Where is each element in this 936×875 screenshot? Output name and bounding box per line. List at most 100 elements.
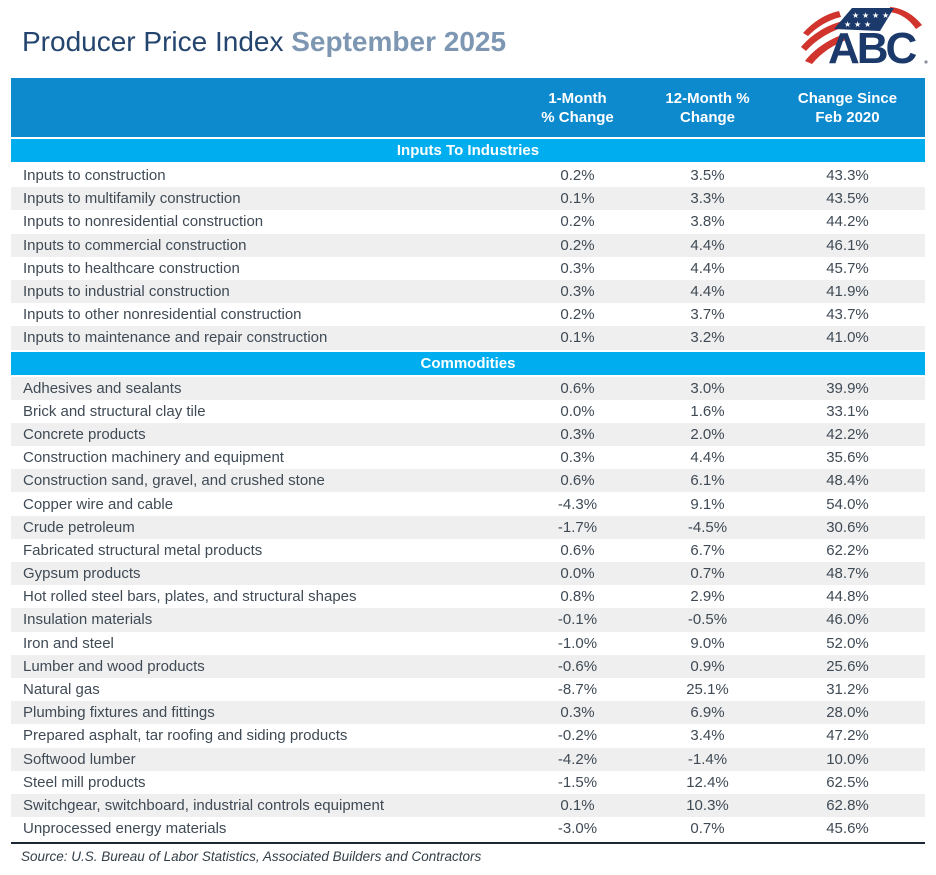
table-row: Inputs to nonresidential construction 0.2… [11, 210, 925, 233]
row-value: 10.3% [686, 796, 729, 814]
row-label: Fabricated structural metal products [23, 541, 263, 559]
row-value: 0.8% [560, 588, 595, 606]
page-header: Producer Price Index September 2025 ★ ★ ★ ★… [0, 0, 936, 78]
column-header-line: 1-Month [548, 89, 607, 107]
row-value: 4.4% [690, 259, 725, 277]
flag-stripe [801, 21, 845, 51]
row-value: 28.0% [826, 704, 869, 722]
row-value: -1.5% [557, 773, 598, 791]
table-row: Inputs to industrial construction 0.3% 4.4… [11, 279, 925, 304]
table-row: Inputs to maintenance and repair constru… [11, 326, 925, 350]
row-value: 3.8% [690, 213, 725, 231]
title-period: September 2025 [291, 26, 507, 57]
row-value: 0.6% [560, 379, 595, 397]
table-row: Concrete products 0.3% 2.0% 42.2% [11, 422, 925, 447]
row-value: 9.1% [690, 495, 725, 513]
svg-text:★: ★ [844, 20, 851, 29]
row-value: 39.9% [826, 379, 869, 397]
row-value: 0.3% [560, 259, 595, 277]
table-row: Softwood lumber -4.2% -1.4% 10.0% [11, 747, 925, 771]
column-header-line: 12-Month % [665, 89, 750, 107]
section-header: Inputs To Industries [11, 139, 925, 162]
row-label: Prepared asphalt, tar roofing and siding… [23, 727, 348, 745]
row-value: 46.0% [826, 611, 869, 629]
row-value: 25.6% [826, 657, 869, 675]
row-label: Crude petroleum [23, 518, 135, 536]
row-value: -3.0% [557, 820, 598, 838]
row-value: 44.8% [826, 588, 869, 606]
row-label: Concrete products [23, 425, 146, 443]
row-value: 46.1% [826, 236, 869, 254]
row-value: -0.1% [557, 611, 598, 629]
row-value: 41.9% [826, 283, 869, 301]
row-value: 0.3% [560, 425, 595, 443]
row-value: 0.1% [560, 329, 595, 347]
row-value: 62.8% [826, 796, 869, 814]
column-header-since-feb2020: Change Since Feb 2020 [770, 89, 925, 127]
row-value: 0.2% [560, 306, 595, 324]
row-label: Inputs to maintenance and repair constru… [23, 329, 328, 347]
row-value: 54.0% [826, 495, 869, 513]
row-label: Steel mill products [23, 773, 146, 791]
row-label: Inputs to commercial construction [23, 236, 247, 254]
table-body: Inputs To Industries Inputs to constructi… [11, 139, 925, 840]
row-value: 6.7% [690, 541, 725, 559]
svg-text:★: ★ [854, 20, 861, 29]
logo-text: ABC [828, 24, 917, 68]
table-row: Inputs to construction 0.2% 3.5% 43.3% [11, 164, 925, 187]
row-value: 0.7% [690, 565, 725, 583]
abc-flag-icon: ★ ★ ★ ★ ★ ★ ★ ABC [801, 7, 928, 73]
row-value: 0.7% [690, 820, 725, 838]
row-value: 4.4% [690, 283, 725, 301]
row-value: 2.9% [690, 588, 725, 606]
row-value: -0.2% [557, 727, 598, 745]
flag-stripe [803, 11, 841, 36]
table-row: Switchgear, switchboard, industrial cont… [11, 793, 925, 818]
page-title: Producer Price Index September 2025 [22, 26, 926, 58]
row-value: 25.1% [686, 681, 729, 699]
row-label: Inputs to construction [23, 167, 166, 185]
row-value: -1.7% [557, 518, 598, 536]
row-value: 52.0% [826, 634, 869, 652]
row-label: Brick and structural clay tile [23, 402, 206, 420]
row-value: 3.7% [690, 306, 725, 324]
row-value: -4.2% [557, 750, 598, 768]
row-label: Adhesives and sealants [23, 379, 182, 397]
row-value: 6.1% [690, 472, 725, 490]
row-value: 0.2% [560, 213, 595, 231]
svg-text:★: ★ [882, 11, 889, 20]
row-label: Lumber and wood products [23, 657, 205, 675]
row-value: 1.6% [690, 402, 725, 420]
abc-logo: ★ ★ ★ ★ ★ ★ ★ ABC [800, 2, 930, 73]
row-label: Insulation materials [23, 611, 153, 629]
row-value: 0.0% [560, 402, 595, 420]
row-value: 0.2% [560, 167, 595, 185]
row-value: 45.7% [826, 259, 869, 277]
row-value: 3.4% [690, 727, 725, 745]
row-value: 3.0% [690, 379, 725, 397]
row-value: 45.6% [826, 820, 869, 838]
table-row: Inputs to other nonresidential construct… [11, 303, 925, 326]
table-row: Gypsum products 0.0% 0.7% 48.7% [11, 562, 925, 586]
flag-stripe [889, 7, 922, 29]
logo-registered-dot [924, 60, 928, 64]
column-header-line: Change Since [797, 89, 898, 107]
ppi-table: 1-Month % Change 12-Month % Change Chang… [11, 78, 925, 840]
table-row: Prepared asphalt, tar roofing and siding… [11, 724, 925, 747]
row-label: Hot rolled steel bars, plates, and struc… [23, 588, 357, 606]
table-row: Adhesives and sealants 0.6% 3.0% 39.9% [11, 376, 925, 400]
table-footer: Source: U.S. Bureau of Labor Statistics,… [11, 842, 925, 864]
row-value: 62.2% [826, 541, 869, 559]
table-row: Inputs to multifamily construction 0.1% 3.… [11, 187, 925, 211]
row-label: Inputs to nonresidential construction [23, 213, 264, 231]
column-header-1month: 1-Month % Change [510, 89, 645, 127]
row-value: 0.6% [560, 472, 595, 490]
table-row: Plumbing fixtures and fittings 0.3% 6.9% 28… [11, 701, 925, 725]
column-header-line: % Change [541, 108, 614, 126]
table-row: Iron and steel -1.0% 9.0% 52.0% [11, 632, 925, 655]
row-value: 0.3% [560, 704, 595, 722]
row-value: 2.0% [690, 425, 725, 443]
row-value: -4.5% [687, 518, 728, 536]
table-row: Inputs to commercial construction 0.2% 4.4… [11, 233, 925, 257]
flag-canton [834, 8, 894, 31]
